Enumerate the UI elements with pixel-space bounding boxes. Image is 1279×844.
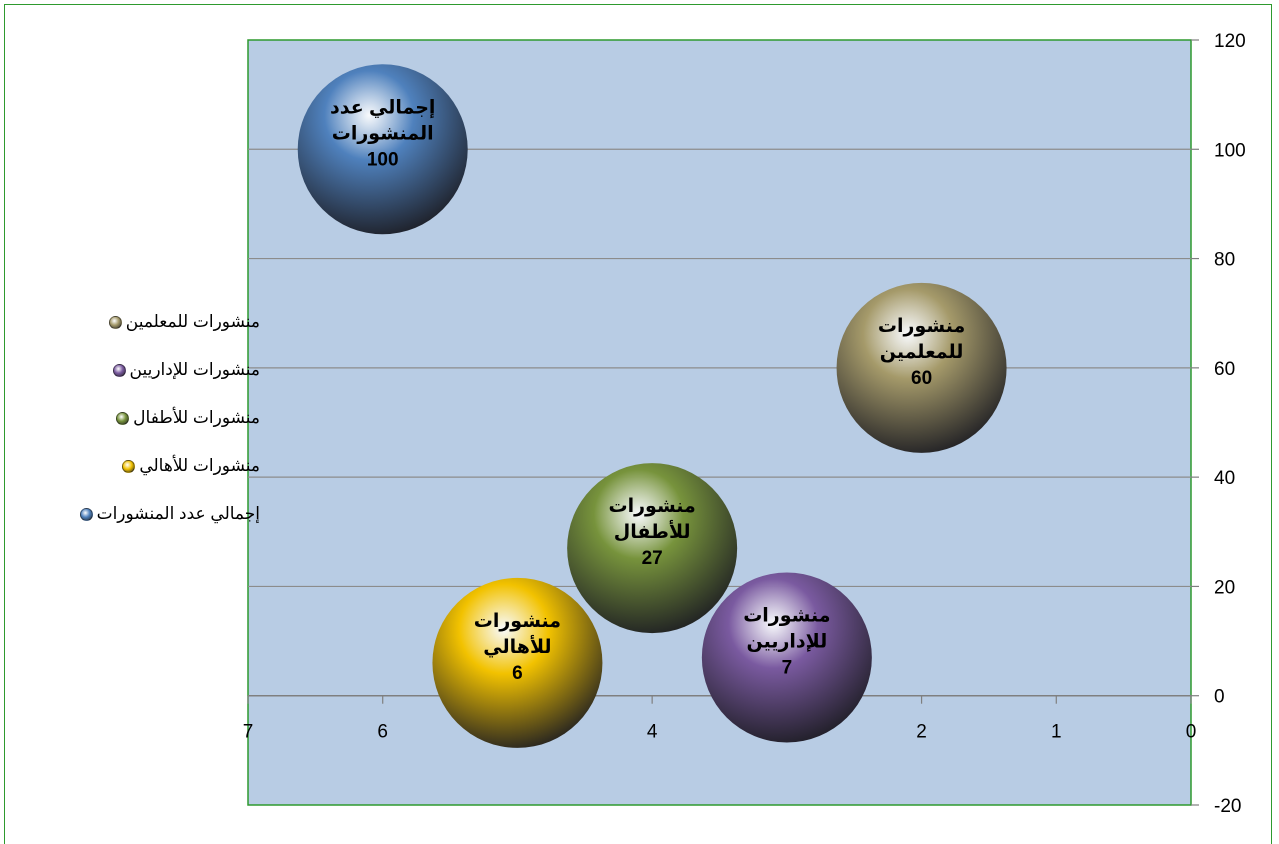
bubble: [701, 572, 872, 743]
bubble-name-label: إجمالي عدد: [330, 97, 435, 118]
bubble-value-label: 6: [512, 663, 523, 684]
x-tick-label: 0: [1186, 722, 1197, 743]
bubble: [567, 463, 738, 634]
bubble-name-label: منشورات: [474, 611, 561, 632]
legend-item: إجمالي عدد المنشورات: [79, 504, 260, 524]
x-tick-label: 2: [916, 722, 927, 743]
bubble: [297, 64, 468, 235]
bubble-name-label: المنشورات: [332, 123, 434, 144]
x-tick-label: 4: [647, 722, 658, 743]
bubble-value-label: 60: [911, 368, 932, 389]
bubble-name-label: منشورات: [608, 496, 695, 517]
y-tick-label: 40: [1214, 468, 1235, 489]
x-tick-label: 6: [377, 722, 388, 743]
bubble-name-label: للمعلمين: [880, 342, 964, 363]
legend-label: منشورات للإداريين: [129, 360, 260, 379]
bubble: [432, 577, 603, 748]
bubble-name-label: منشورات: [878, 316, 965, 337]
legend-label: منشورات للأهالي: [139, 456, 260, 475]
circle-marker-icon: [122, 459, 136, 473]
bubble-name-label: للإداريين: [746, 631, 827, 652]
y-tick-label: 100: [1214, 140, 1246, 161]
legend-item: منشورات للأطفال: [116, 408, 260, 428]
bubble-value-label: 27: [642, 548, 663, 569]
bubble-value-label: 100: [367, 149, 399, 170]
y-tick-label: 80: [1214, 250, 1235, 271]
legend-item: منشورات للإداريين: [112, 360, 260, 380]
chart-frame: [4, 4, 1272, 844]
legend-item: منشورات للمعلمين: [108, 312, 260, 332]
bubble: [836, 282, 1007, 453]
legend-item: منشورات للأهالي: [122, 456, 260, 476]
circle-marker-icon: [112, 363, 126, 377]
bubble-name-label: للأطفال: [614, 520, 691, 543]
y-tick-label: -20: [1214, 796, 1241, 817]
legend-label: منشورات للأطفال: [133, 408, 260, 427]
y-tick-label: 60: [1214, 359, 1235, 380]
y-tick-label: 20: [1214, 577, 1235, 598]
bubble-name-label: منشورات: [743, 605, 830, 626]
legend-label: منشورات للمعلمين: [125, 312, 260, 331]
x-tick-label: 1: [1051, 722, 1062, 743]
bubble-name-label: للأهالي: [483, 635, 551, 658]
bubble-value-label: 7: [782, 657, 793, 678]
y-tick-label: 0: [1214, 687, 1225, 708]
circle-marker-icon: [79, 507, 93, 521]
circle-marker-icon: [116, 411, 130, 425]
x-tick-label: 7: [243, 722, 254, 743]
y-tick-label: 120: [1214, 31, 1246, 52]
circle-marker-icon: [108, 315, 122, 329]
legend-label: إجمالي عدد المنشورات: [96, 504, 260, 523]
